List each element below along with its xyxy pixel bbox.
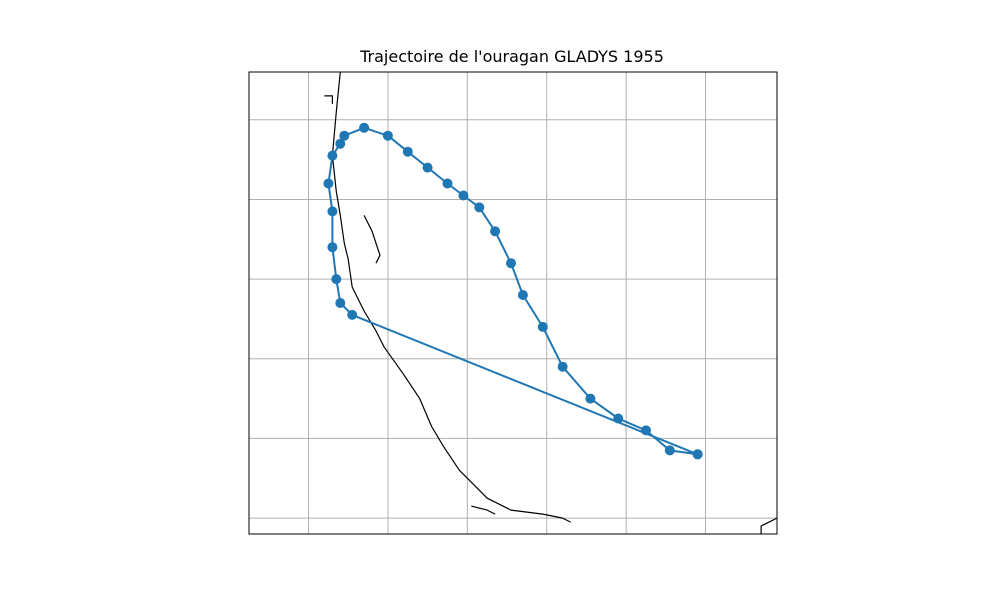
- coastline: [331, 72, 571, 523]
- track-point: [331, 274, 342, 285]
- track-point: [339, 130, 350, 141]
- map-frame: [248, 71, 778, 535]
- track-point: [382, 130, 393, 141]
- hurricane-track: [323, 122, 703, 460]
- track-point: [474, 202, 485, 213]
- track-point: [327, 206, 338, 217]
- track-point: [664, 445, 675, 456]
- track-point: [537, 321, 548, 332]
- coastline: [324, 95, 333, 104]
- track-point: [585, 393, 596, 404]
- track-point: [442, 178, 453, 189]
- track-point: [613, 413, 624, 424]
- track-point: [347, 309, 358, 320]
- track-point: [517, 290, 528, 300]
- coastline: [760, 517, 777, 534]
- track-point: [458, 190, 469, 201]
- coastline: [471, 505, 496, 515]
- track-point: [641, 425, 651, 436]
- track-point: [402, 146, 413, 157]
- track-point: [422, 162, 433, 173]
- gridlines: [249, 72, 777, 534]
- track-point: [335, 298, 346, 308]
- track-point: [335, 138, 346, 149]
- coastlines: [324, 72, 777, 534]
- track-point: [323, 178, 334, 189]
- track-point: [692, 449, 703, 460]
- track-point: [490, 226, 501, 237]
- coastline: [363, 215, 381, 264]
- track-point: [557, 361, 568, 372]
- chart-title: Trajectoire de l'ouragan GLADYS 1955: [360, 47, 664, 66]
- track-point: [506, 258, 516, 269]
- track-point: [359, 122, 370, 133]
- track-line: [327, 126, 698, 456]
- track-point: [327, 150, 338, 161]
- track-point: [327, 242, 338, 253]
